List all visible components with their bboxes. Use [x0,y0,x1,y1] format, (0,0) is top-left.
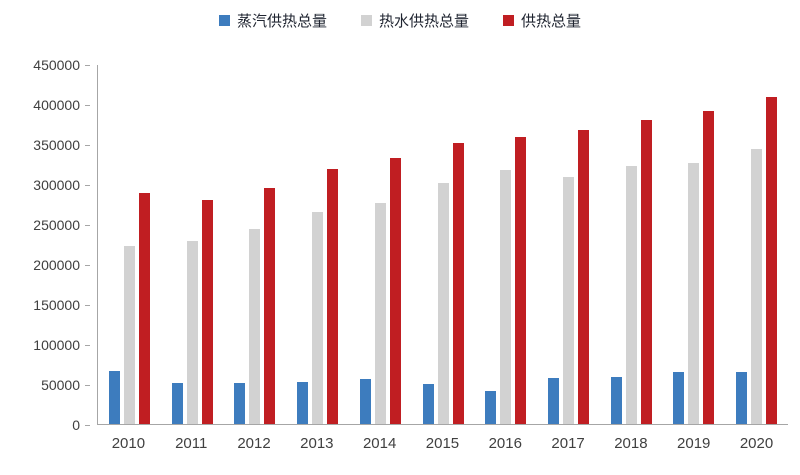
y-axis-tick-mark [85,104,90,106]
bar [751,148,763,424]
x-axis-tick-label: 2010 [111,435,146,452]
bar [640,120,652,424]
y-axis-tick-label: 300000 [33,177,80,193]
bar [703,111,715,424]
chart-legend: 蒸汽供热总量 热水供热总量 供热总量 [0,10,800,31]
bar [108,370,120,424]
y-axis-tick-label: 200000 [33,257,80,274]
bar [123,246,135,424]
bar [673,372,685,424]
bar [312,211,324,424]
bar [374,203,386,424]
x-axis-tick-label: 2012 [237,435,271,452]
legend-item: 蒸汽供热总量 [218,10,327,31]
y-axis-tick-mark [85,144,90,146]
bar [437,183,449,424]
bar [201,199,213,424]
bar [578,130,589,424]
bar-group-2010 [98,65,161,424]
y-axis-tick-label: 50000 [41,377,80,394]
legend-swatch-icon [218,15,230,26]
y-axis-tick-label: 400000 [33,97,80,114]
bar [234,382,246,424]
bar [736,372,748,424]
legend-swatch-icon [360,15,372,26]
bar [389,158,401,424]
legend-swatch-icon [503,15,514,26]
bar [249,229,261,424]
bar [485,390,497,424]
bar-group-2014 [349,65,412,424]
bar [688,163,700,424]
bar [264,187,276,424]
x-axis-tick-label: 2015 [425,435,460,452]
bar [563,176,574,424]
x-axis-tick-label: 2017 [551,435,585,452]
bar [171,382,183,424]
x-axis-tick-label: 2011 [175,435,208,452]
y-axis-tick-mark [85,64,90,66]
bar-group-2011 [161,65,224,424]
bar [610,376,622,424]
y-axis-tick-mark [85,224,90,226]
legend-label: 热水供热总量 [378,13,469,30]
bar [359,379,371,424]
y-axis-tick-mark [85,304,90,306]
x-axis-tick-label: 2019 [677,435,711,452]
bar-group-2020 [725,65,788,424]
x-axis-tick-label: 2013 [300,435,334,452]
legend-label: 供热总量 [521,13,582,30]
bar-group-2013 [286,65,349,424]
bar [297,381,309,424]
x-axis-tick-label: 2018 [614,435,648,452]
bar [625,166,637,424]
y-axis-tick-mark [85,344,90,346]
y-axis-tick-label: 450000 [33,57,80,73]
bar [327,168,339,424]
x-axis-tick-label: 2014 [362,435,397,452]
bar-group-2016 [474,65,537,424]
bar [186,241,198,424]
x-axis: 2010 2011 2012 2013 2014 2015 2016 2017 2018 2019… [97,435,788,457]
y-axis-tick-label: 250000 [33,217,80,233]
legend-item: 热水供热总量 [360,10,469,31]
y-axis-tick-label: 100000 [33,337,80,354]
y-axis-tick-mark [85,184,90,186]
bar [422,384,434,424]
bar [138,192,150,424]
y-axis-tick-label: 350000 [33,137,80,153]
legend-item: 供热总量 [503,10,581,31]
bar-group-2012 [223,65,286,424]
bar-group-2019 [663,65,726,424]
bar-group-2018 [600,65,663,424]
x-axis-tick-label: 2020 [739,435,774,452]
y-axis-tick-label: 150000 [33,297,80,313]
bar [766,96,778,424]
bar-group-2015 [412,65,475,424]
bar [500,170,512,424]
plot-area [97,65,788,425]
y-axis-tick-label: 0 [72,417,80,433]
bar-group-2017 [537,65,600,424]
bar [452,143,464,424]
x-axis-tick-label: 2016 [488,435,522,452]
bar [548,377,559,424]
y-axis: 0 50000 100000 150000 200000 250000 300000 3500… [0,57,90,433]
y-axis-tick-mark [85,264,90,266]
legend-label: 蒸汽供热总量 [236,13,327,30]
y-axis-tick-mark [85,384,90,386]
bar-groups [98,65,788,424]
y-axis-tick-mark [85,424,90,426]
bar [515,136,527,424]
